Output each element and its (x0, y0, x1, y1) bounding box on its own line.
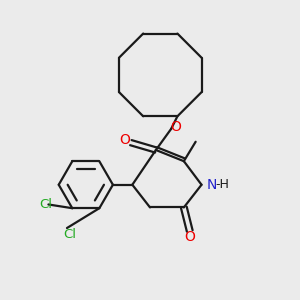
Text: O: O (119, 133, 130, 147)
Text: N: N (207, 178, 217, 192)
Text: -H: -H (216, 178, 230, 191)
Text: Cl: Cl (40, 198, 52, 211)
Text: O: O (184, 230, 195, 244)
Text: O: O (170, 120, 181, 134)
Text: Cl: Cl (63, 228, 76, 241)
